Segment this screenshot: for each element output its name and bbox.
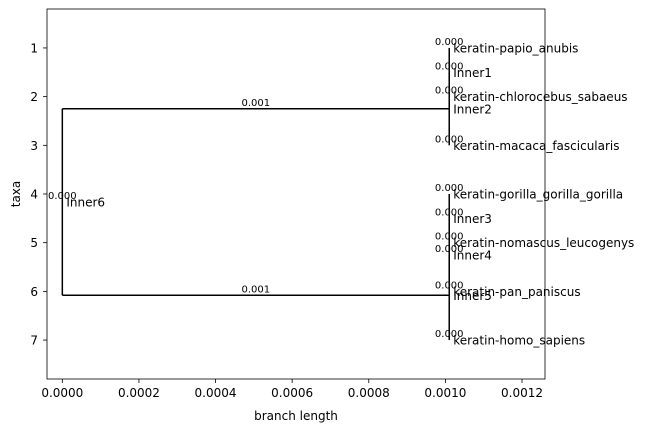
y-axis: 1 2 3 4 5 6 7 bbox=[30, 41, 47, 348]
x-tick-label-0: 0.0000 bbox=[41, 386, 83, 400]
branch-length-label-macaca: 0.000 bbox=[435, 134, 464, 145]
y-axis-label: taxa bbox=[9, 181, 23, 208]
node-label-nomascus: keratin-nomascus_leucogenys bbox=[453, 236, 634, 250]
y-tick-label-5: 6 bbox=[30, 285, 38, 299]
node-label-homo: keratin-homo_sapiens bbox=[453, 334, 585, 348]
x-tick-label-6: 0.0012 bbox=[501, 386, 543, 400]
y-tick-label-6: 7 bbox=[30, 334, 38, 348]
node-label-chlorocebus: keratin-chlorocebus_sabaeus bbox=[453, 90, 627, 104]
branch-length-label-gorilla: 0.000 bbox=[435, 183, 464, 194]
x-tick-label-3: 0.0006 bbox=[271, 386, 313, 400]
node-label-inner5: Inner5 bbox=[453, 289, 492, 303]
node-label-papio: keratin-papio_anubis bbox=[453, 41, 578, 55]
branch-length-label-homo: 0.000 bbox=[435, 329, 464, 340]
x-tick-label-1: 0.0002 bbox=[118, 386, 160, 400]
branch-length-label-papio: 0.000 bbox=[435, 37, 464, 48]
node-label-pan: keratin-pan_paniscus bbox=[453, 285, 580, 299]
y-tick-label-3: 4 bbox=[30, 188, 38, 202]
node-label-inner1: Inner1 bbox=[453, 66, 492, 80]
node-label-inner4: Inner4 bbox=[453, 248, 492, 262]
branch-length-label-inner5: 0.001 bbox=[241, 284, 270, 295]
branch-length-labels: 0.0000.0010.0010.0000.0000.0000.0000.000… bbox=[48, 37, 464, 340]
node-label-inner2: Inner2 bbox=[453, 102, 492, 116]
x-tick-label-5: 0.0010 bbox=[424, 386, 466, 400]
branch-length-label-chlorocebus: 0.000 bbox=[435, 86, 464, 97]
y-tick-label-4: 5 bbox=[30, 236, 38, 250]
x-tick-label-2: 0.0004 bbox=[195, 386, 237, 400]
branch-length-label-inner6: 0.000 bbox=[48, 191, 77, 202]
branch-length-label-inner2: 0.001 bbox=[241, 98, 270, 109]
y-tick-label-0: 1 bbox=[30, 41, 38, 55]
branch-length-label-inner3: 0.000 bbox=[435, 207, 464, 218]
node-label-gorilla: keratin-gorilla_gorilla_gorilla bbox=[453, 188, 623, 202]
x-axis-label: branch length bbox=[254, 409, 338, 423]
x-tick-label-4: 0.0008 bbox=[348, 386, 390, 400]
branch-length-label-pan: 0.000 bbox=[435, 280, 464, 291]
y-tick-label-1: 2 bbox=[30, 90, 38, 104]
node-label-macaca: keratin-macaca_fascicularis bbox=[453, 139, 619, 153]
node-label-inner6: Inner6 bbox=[66, 196, 105, 210]
branch-length-label-inner4: 0.000 bbox=[435, 244, 464, 255]
x-axis: 0.0000 0.0002 0.0004 0.0006 0.0008 0.0010 0.00… bbox=[41, 379, 543, 400]
node-labels: Inner6 Inner2 Inner5 Inner1 keratin-papio_an… bbox=[66, 41, 634, 347]
node-label-inner3: Inner3 bbox=[453, 212, 492, 226]
branch-length-label-inner1: 0.000 bbox=[435, 61, 464, 72]
tree-branches bbox=[61, 47, 450, 341]
branch-length-label-nomascus: 0.000 bbox=[435, 232, 464, 243]
y-tick-label-2: 3 bbox=[30, 139, 38, 153]
